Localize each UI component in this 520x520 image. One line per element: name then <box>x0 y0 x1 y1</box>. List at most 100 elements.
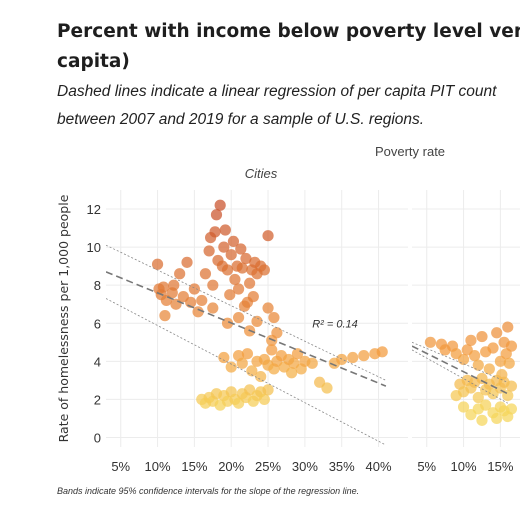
regression-line <box>106 271 387 387</box>
data-point <box>188 283 200 295</box>
chart-subtitle-line1: Dashed lines indicate a linear regressio… <box>57 83 497 100</box>
data-point <box>157 281 170 293</box>
data-point <box>221 317 234 329</box>
data-point <box>192 306 204 318</box>
data-point <box>232 311 245 324</box>
regression-line <box>412 345 509 395</box>
y-tick-label: 12 <box>87 202 101 217</box>
data-point <box>271 327 283 339</box>
data-point <box>487 342 499 354</box>
data-point <box>262 302 274 314</box>
data-point <box>210 209 223 221</box>
data-point <box>476 414 488 426</box>
r-squared-annotation: R² = 0.14 <box>312 318 358 330</box>
data-point <box>266 344 278 356</box>
data-point <box>262 230 274 242</box>
data-point <box>469 350 481 362</box>
data-point <box>286 367 298 379</box>
x-tick-label: 15% <box>487 459 513 474</box>
data-point <box>255 370 267 383</box>
data-point <box>505 380 518 392</box>
data-point <box>258 264 270 276</box>
data-point <box>199 268 212 280</box>
data-point <box>491 412 503 425</box>
chart-subtitle: Dashed lines indicate a linear regressio… <box>57 78 520 134</box>
data-point <box>221 264 234 276</box>
data-point <box>227 235 240 247</box>
data-point <box>235 243 247 255</box>
data-point <box>251 315 263 327</box>
data-point <box>472 359 484 371</box>
data-point <box>262 384 274 396</box>
data-point <box>244 277 256 289</box>
x-tick-label: 5% <box>111 459 130 474</box>
y-tick-label: 2 <box>94 392 101 407</box>
data-point <box>207 279 219 291</box>
x-tick-label: 10% <box>145 459 171 474</box>
data-point <box>503 357 515 369</box>
data-point <box>225 361 237 373</box>
y-tick-label: 6 <box>94 316 101 331</box>
x-tick-label: 5% <box>417 459 436 474</box>
data-point <box>505 403 518 415</box>
data-point <box>347 351 359 364</box>
y-tick-label: 8 <box>94 278 101 293</box>
data-point <box>196 294 208 307</box>
data-point <box>209 226 221 238</box>
data-point <box>174 268 186 280</box>
chart-title-line2: capita) <box>57 51 130 72</box>
data-point <box>151 258 164 270</box>
data-point <box>181 256 193 268</box>
data-point <box>258 393 270 406</box>
data-point <box>502 321 514 333</box>
data-point <box>241 348 254 360</box>
chart-subtitle-line2: between 2007 and 2019 for a sample of U.… <box>57 111 425 128</box>
data-point <box>236 262 248 274</box>
x-tick-label: 25% <box>255 459 281 474</box>
ci-upper-line <box>412 341 508 383</box>
data-point <box>476 330 488 343</box>
data-point <box>483 363 495 375</box>
data-point <box>306 357 318 369</box>
ci-lower-line <box>106 298 387 446</box>
data-point <box>480 399 492 411</box>
data-point <box>465 334 477 346</box>
data-point <box>472 391 484 404</box>
data-point <box>457 401 470 413</box>
y-tick-label: 4 <box>94 354 101 369</box>
data-point <box>224 289 236 301</box>
data-point <box>505 340 518 352</box>
panel-title: Cities <box>245 166 278 181</box>
chart-title-line1: Percent with income below poverty level … <box>57 21 520 42</box>
data-point <box>168 279 180 291</box>
data-point <box>214 199 226 211</box>
data-point <box>207 302 219 314</box>
data-point <box>203 245 215 257</box>
data-point <box>247 291 259 303</box>
data-point <box>358 350 370 362</box>
data-point <box>159 310 171 322</box>
y-axis-label: Rate of homelessness per 1,000 people <box>56 194 71 442</box>
data-point <box>491 327 503 339</box>
data-point <box>457 353 470 366</box>
data-point <box>218 241 230 253</box>
y-tick-label: 10 <box>87 240 101 255</box>
data-point <box>240 252 252 265</box>
data-point <box>218 351 230 364</box>
x-tick-label: 30% <box>292 459 318 474</box>
chart-footnote: Bands indicate 95% confidence intervals … <box>57 486 360 496</box>
x-tick-label: 10% <box>451 459 477 474</box>
x-tick-label: 20% <box>218 459 244 474</box>
data-point <box>424 336 437 348</box>
data-point <box>268 311 280 324</box>
x-tick-label: 15% <box>181 459 207 474</box>
strip-label: Poverty rate <box>375 144 445 159</box>
data-point <box>376 346 388 358</box>
data-point <box>321 382 333 394</box>
data-point <box>232 283 245 295</box>
data-point <box>219 224 231 236</box>
x-tick-label: 35% <box>329 459 355 474</box>
y-tick-label: 0 <box>94 430 101 445</box>
data-point <box>229 273 241 286</box>
